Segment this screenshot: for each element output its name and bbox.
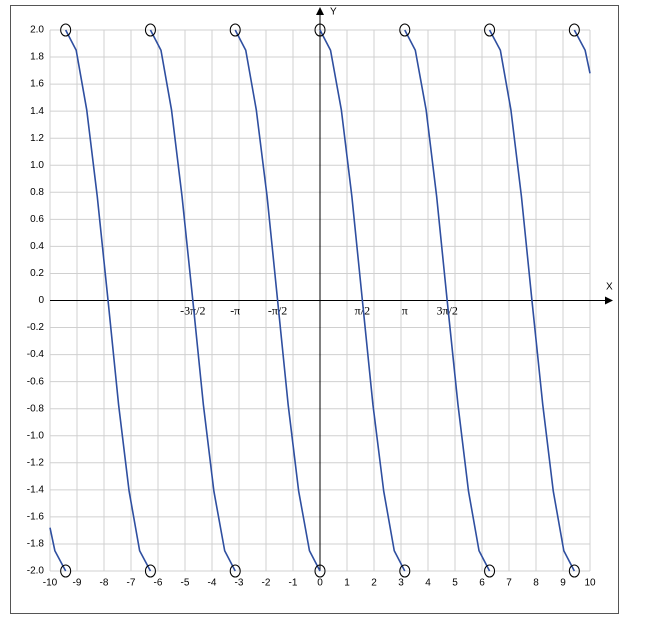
open-endpoint [399,23,411,37]
y-tick-label: 0.6 [30,214,44,225]
open-endpoint [484,23,496,37]
open-endpoint [60,564,72,578]
open-endpoint [314,23,326,37]
y-tick-label: 2.0 [30,25,44,36]
y-tick-label: -0.2 [27,322,45,333]
y-axis-label: Y [330,7,337,18]
y-tick-label: 0.8 [30,187,44,198]
annotation: π/2 [355,303,370,317]
y-tick-label: -0.8 [27,403,45,414]
y-tick-label: -2.0 [27,566,45,577]
y-tick-label: 1.0 [30,160,44,171]
y-tick-label: 1.2 [30,133,44,144]
y-tick-label: -1.0 [27,430,45,441]
y-tick-label: 1.8 [30,52,44,63]
y-tick-label: -1.6 [27,512,45,523]
x-tick-label: -5 [181,578,190,589]
x-tick-label: 2 [371,578,377,589]
y-tick-label: -1.2 [27,457,45,468]
x-tick-label: 7 [506,578,512,589]
x-tick-label: -9 [73,578,82,589]
annotation: -π/2 [268,303,287,317]
open-endpoint [229,564,241,578]
x-tick-label: -3 [235,578,244,589]
open-endpoint [144,23,156,37]
open-endpoint [568,23,580,37]
x-axis-label: X [606,282,613,293]
x-tick-label: -1 [289,578,298,589]
x-tick-label: 10 [584,578,596,589]
y-tick-label: -0.4 [27,349,45,360]
curve [49,29,591,572]
frame [10,5,619,614]
annotation: 3π/2 [436,303,457,317]
open-endpoint [144,564,156,578]
open-endpoint [60,23,72,37]
x-tick-label: -4 [208,578,217,589]
annotation: -π [230,303,240,317]
x-tick-label: 0 [317,578,323,589]
x-tick-label: -10 [43,578,58,589]
x-tick-label: 8 [533,578,539,589]
annotation: π [402,303,408,317]
x-tick-label: -6 [154,578,163,589]
x-tick-label: 6 [479,578,485,589]
y-tick-label: -1.8 [27,539,45,550]
x-tick-label: -8 [100,578,109,589]
annotation: -3π/2 [180,303,205,317]
x-tick-label: 4 [425,578,431,589]
y-tick-label: -0.6 [27,376,45,387]
y-tick-label: 1.6 [30,79,44,90]
x-tick-label: 9 [560,578,566,589]
open-endpoint [399,564,411,578]
x-tick-label: 3 [398,578,404,589]
y-tick-label: 0.2 [30,268,44,279]
y-tick-label: 0.4 [30,241,44,252]
y-tick-label: -1.4 [27,484,45,495]
x-tick-label: 1 [344,578,350,589]
y-tick-label: 1.4 [30,106,44,117]
open-endpoint [314,564,326,578]
open-endpoint [484,564,496,578]
x-tick-label: 5 [452,578,458,589]
y-tick-label: 0 [38,295,44,306]
x-tick-label: -7 [127,578,136,589]
open-endpoint [229,23,241,37]
open-endpoint [568,564,580,578]
x-tick-label: -2 [262,578,271,589]
